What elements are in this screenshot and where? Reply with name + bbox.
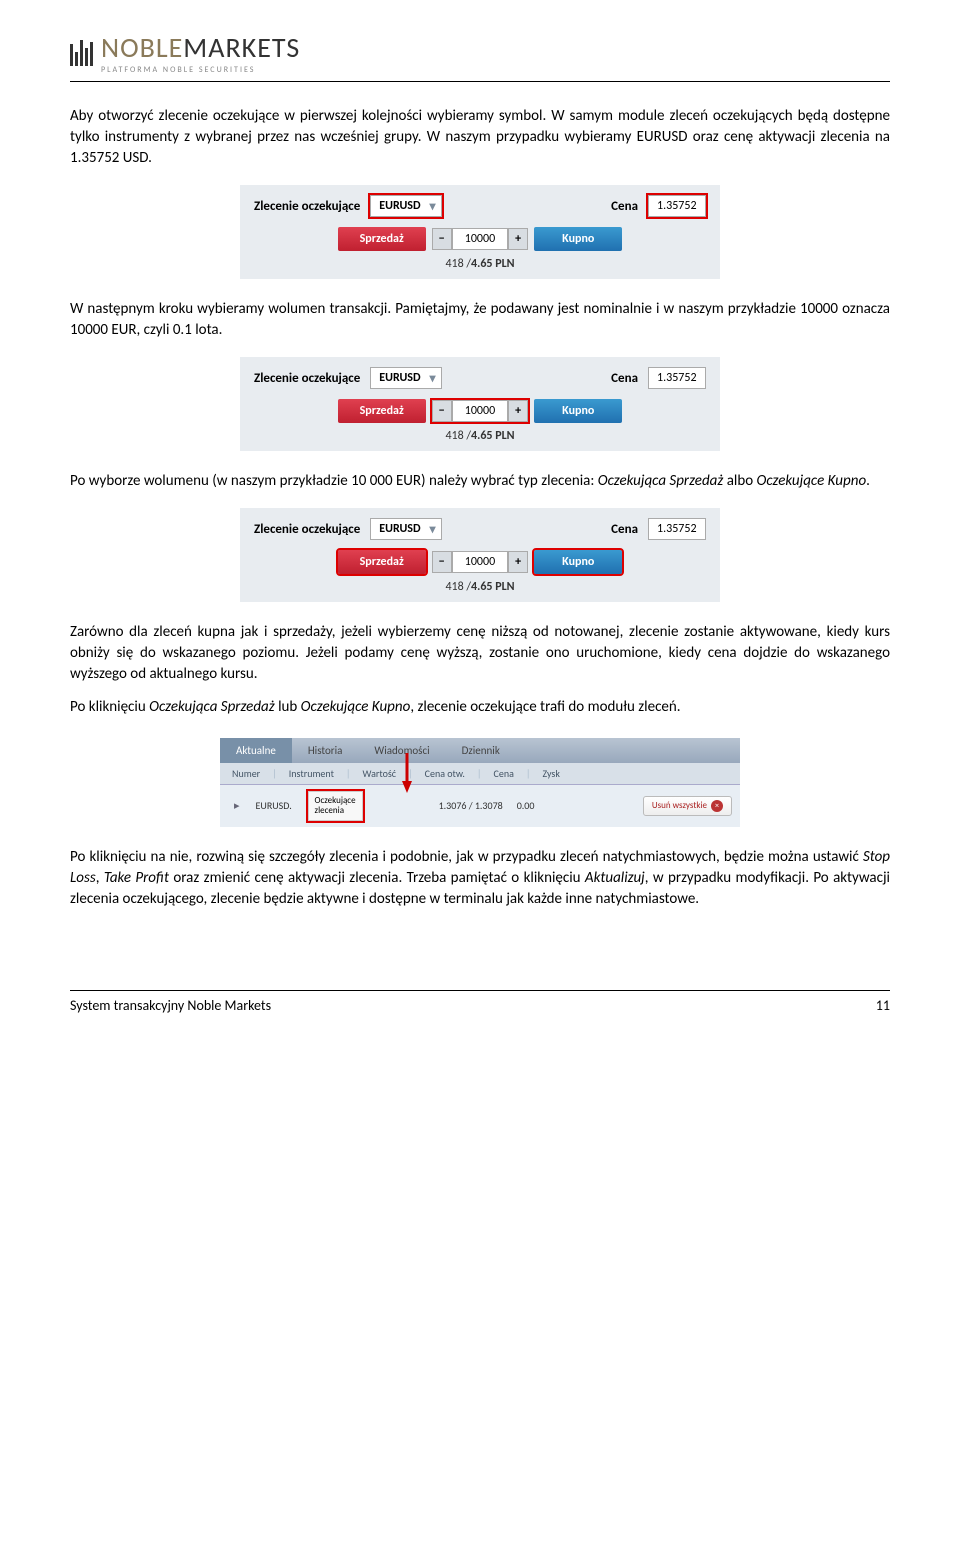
widget-footer: 418 /4.65 PLN [254,429,706,443]
col-instrument: Instrument [285,767,338,780]
paragraph-2: W następnym kroku wybieramy wolumen tran… [70,299,890,341]
volume-input[interactable]: 10000 [452,400,508,422]
paragraph-3: Po wyborze wolumenu (w naszym przykładzi… [70,471,890,492]
price-input[interactable]: 1.35752 [648,195,706,217]
row-profit: 0.00 [513,799,539,812]
tab-current[interactable]: Aktualne [220,738,292,763]
pending-orders-cell[interactable]: Oczekującezlecenia [308,791,363,821]
minus-button[interactable]: − [432,400,452,422]
volume-input[interactable]: 10000 [452,228,508,250]
widget-footer: 418 /4.65 PLN [254,580,706,594]
page-number: 11 [876,997,890,1014]
symbol-dropdown[interactable]: EURUSD [370,518,441,540]
price-label: Cena [611,522,638,537]
page-footer: System transakcyjny Noble Markets 11 [70,990,890,1014]
module-header: Numer| Instrument| Wartość| Cena otw.| C… [220,763,740,785]
price-input[interactable]: 1.35752 [648,518,706,540]
footer-title: System transakcyjny Noble Markets [70,997,271,1014]
widget-title: Zlecenie oczekujące [254,199,360,214]
order-row[interactable]: ▸ EURUSD. Oczekującezlecenia 1.3076 / 1.… [220,785,740,827]
red-arrow-icon [400,753,414,793]
col-profit: Zysk [539,767,564,780]
volume-input[interactable]: 10000 [452,551,508,573]
expand-icon[interactable]: ▸ [228,799,246,812]
buy-button[interactable]: Kupno [534,227,622,251]
symbol-dropdown[interactable]: EURUSD [370,367,441,389]
tab-journal[interactable]: Dziennik [446,738,516,763]
plus-button[interactable]: + [508,551,528,573]
logo: NOBLEMARKETS PLATFORMA NOBLE SECURITIES [70,30,890,75]
symbol-dropdown[interactable]: EURUSD [370,195,441,217]
module-tabs: Aktualne Historia Wiadomości Dziennik [220,738,740,763]
order-widget-1: Zlecenie oczekujące EURUSD Cena 1.35752 … [240,185,720,279]
widget-title: Zlecenie oczekujące [254,371,360,386]
sell-button[interactable]: Sprzedaż [338,399,426,423]
remove-all-button[interactable]: Usuń wszystkie× [643,796,732,816]
orders-module: Aktualne Historia Wiadomości Dziennik Nu… [220,738,740,827]
col-price: Cena [490,767,518,780]
volume-stepper: − 10000 + [432,551,528,573]
price-label: Cena [611,371,638,386]
volume-stepper: − 10000 + [432,228,528,250]
plus-button[interactable]: + [508,228,528,250]
widget-footer: 418 /4.65 PLN [254,257,706,271]
widget-title: Zlecenie oczekujące [254,522,360,537]
tab-history[interactable]: Historia [292,738,359,763]
col-open-price: Cena otw. [421,767,469,780]
paragraph-6: Po kliknięciu na nie, rozwiną się szczeg… [70,847,890,910]
header-rule [70,81,890,82]
logo-markets: MARKETS [183,30,300,65]
row-price: 1.3076 / 1.3078 [435,799,507,812]
col-number: Numer [228,767,264,780]
logo-bars-icon [70,40,93,66]
order-widget-2: Zlecenie oczekujące EURUSD Cena 1.35752 … [240,357,720,451]
paragraph-4: Zarówno dla zleceń kupna jak i sprzedaży… [70,622,890,685]
sell-button[interactable]: Sprzedaż [338,550,426,574]
paragraph-5: Po kliknięciu Oczekująca Sprzedaż lub Oc… [70,697,890,718]
sell-button[interactable]: Sprzedaż [338,227,426,251]
plus-button[interactable]: + [508,400,528,422]
col-value: Wartość [359,767,401,780]
close-icon: × [711,800,723,812]
paragraph-1: Aby otworzyć zlecenie oczekujące w pierw… [70,106,890,169]
row-instrument: EURUSD. [252,799,302,812]
price-label: Cena [611,199,638,214]
buy-button[interactable]: Kupno [534,399,622,423]
minus-button[interactable]: − [432,228,452,250]
logo-subtitle: PLATFORMA NOBLE SECURITIES [101,65,300,75]
order-widget-3: Zlecenie oczekujące EURUSD Cena 1.35752 … [240,508,720,602]
minus-button[interactable]: − [432,551,452,573]
buy-button[interactable]: Kupno [534,550,622,574]
volume-stepper: − 10000 + [432,400,528,422]
logo-noble: NOBLE [101,30,183,65]
price-input[interactable]: 1.35752 [648,367,706,389]
